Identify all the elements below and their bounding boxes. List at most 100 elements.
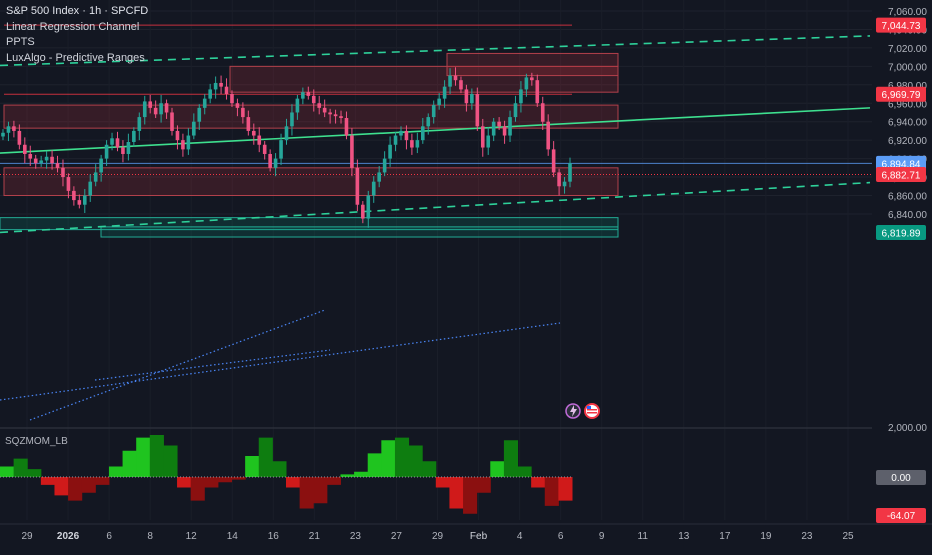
event-icons[interactable]: [565, 403, 600, 419]
candle[interactable]: [88, 174, 93, 202]
candle[interactable]: [355, 159, 360, 212]
candle[interactable]: [219, 75, 223, 95]
candle[interactable]: [519, 81, 523, 113]
candle[interactable]: [410, 133, 414, 155]
candle[interactable]: [453, 67, 458, 86]
indicator-ppts[interactable]: PPTS: [6, 36, 35, 48]
candle[interactable]: [311, 89, 316, 112]
candle[interactable]: [442, 80, 447, 108]
indicator-linear-regression[interactable]: Linear Regression Channel: [6, 20, 140, 33]
candle[interactable]: [104, 140, 109, 166]
candle[interactable]: [213, 76, 218, 99]
candle[interactable]: [524, 73, 529, 97]
candle[interactable]: [431, 100, 436, 124]
candle[interactable]: [99, 154, 103, 182]
candle[interactable]: [415, 132, 420, 154]
candle[interactable]: [273, 153, 278, 177]
candle[interactable]: [148, 94, 153, 114]
candle[interactable]: [181, 133, 185, 157]
candle[interactable]: [246, 110, 251, 136]
candle[interactable]: [426, 113, 431, 135]
candle[interactable]: [322, 99, 327, 118]
candle[interactable]: [153, 100, 158, 119]
oscillator-title[interactable]: SQZMOM_LB: [5, 436, 68, 447]
candle[interactable]: [301, 87, 305, 105]
candle[interactable]: [279, 133, 283, 166]
candle[interactable]: [557, 168, 561, 196]
candle[interactable]: [17, 124, 22, 150]
candle[interactable]: [241, 102, 245, 124]
candle[interactable]: [437, 93, 441, 110]
candle[interactable]: [142, 95, 147, 125]
candle[interactable]: [55, 155, 60, 173]
candle[interactable]: [192, 113, 196, 140]
candle[interactable]: [132, 127, 136, 147]
candle[interactable]: [382, 151, 387, 177]
candle[interactable]: [175, 125, 180, 150]
candle[interactable]: [497, 117, 501, 131]
candle[interactable]: [470, 88, 474, 110]
candle[interactable]: [284, 118, 289, 145]
candle[interactable]: [82, 189, 87, 214]
candle[interactable]: [137, 112, 142, 141]
candle[interactable]: [568, 157, 572, 188]
candle[interactable]: [159, 94, 163, 123]
candle[interactable]: [110, 132, 114, 151]
candle[interactable]: [77, 194, 82, 209]
candle[interactable]: [72, 186, 76, 206]
candle[interactable]: [197, 104, 202, 131]
candle[interactable]: [491, 118, 496, 142]
candle[interactable]: [502, 120, 507, 144]
candle[interactable]: [28, 145, 33, 166]
candle[interactable]: [333, 109, 338, 124]
candle[interactable]: [420, 118, 425, 144]
candle[interactable]: [366, 190, 371, 228]
candle[interactable]: [33, 154, 38, 169]
candle[interactable]: [50, 150, 54, 170]
candle[interactable]: [6, 121, 11, 142]
candle[interactable]: [562, 177, 567, 194]
candle[interactable]: [535, 74, 540, 107]
candle[interactable]: [268, 149, 272, 172]
candle[interactable]: [23, 137, 27, 164]
candles[interactable]: [1, 67, 572, 228]
candle[interactable]: [251, 123, 256, 145]
candle[interactable]: [306, 86, 311, 100]
candle[interactable]: [317, 95, 322, 115]
candle[interactable]: [257, 127, 262, 153]
candle[interactable]: [290, 104, 294, 136]
candle[interactable]: [328, 108, 332, 124]
candle[interactable]: [464, 84, 469, 112]
candle[interactable]: [164, 99, 169, 119]
candle[interactable]: [508, 110, 512, 142]
candle[interactable]: [339, 110, 343, 124]
candle[interactable]: [66, 173, 71, 199]
candle[interactable]: [513, 95, 518, 122]
symbol-title[interactable]: S&P 500 Index · 1h · SPCFD: [6, 5, 149, 17]
candle[interactable]: [459, 76, 463, 94]
candle[interactable]: [344, 111, 349, 140]
candle[interactable]: [44, 151, 49, 169]
candle[interactable]: [546, 114, 550, 156]
candle[interactable]: [12, 120, 16, 138]
candle[interactable]: [230, 90, 234, 107]
candle[interactable]: [235, 98, 240, 117]
candle[interactable]: [224, 78, 229, 100]
candle[interactable]: [170, 107, 174, 136]
candle[interactable]: [115, 131, 120, 152]
candle[interactable]: [39, 155, 43, 167]
candle[interactable]: [388, 136, 392, 167]
candle[interactable]: [540, 96, 545, 131]
candle[interactable]: [126, 133, 131, 161]
candle[interactable]: [551, 141, 556, 178]
candle[interactable]: [486, 127, 491, 155]
candle[interactable]: [93, 164, 98, 187]
candle[interactable]: [377, 165, 381, 188]
candle[interactable]: [448, 68, 452, 95]
candle[interactable]: [202, 94, 207, 115]
candle[interactable]: [1, 129, 5, 141]
candle[interactable]: [361, 201, 365, 224]
candle[interactable]: [61, 159, 65, 187]
candle[interactable]: [208, 83, 212, 104]
